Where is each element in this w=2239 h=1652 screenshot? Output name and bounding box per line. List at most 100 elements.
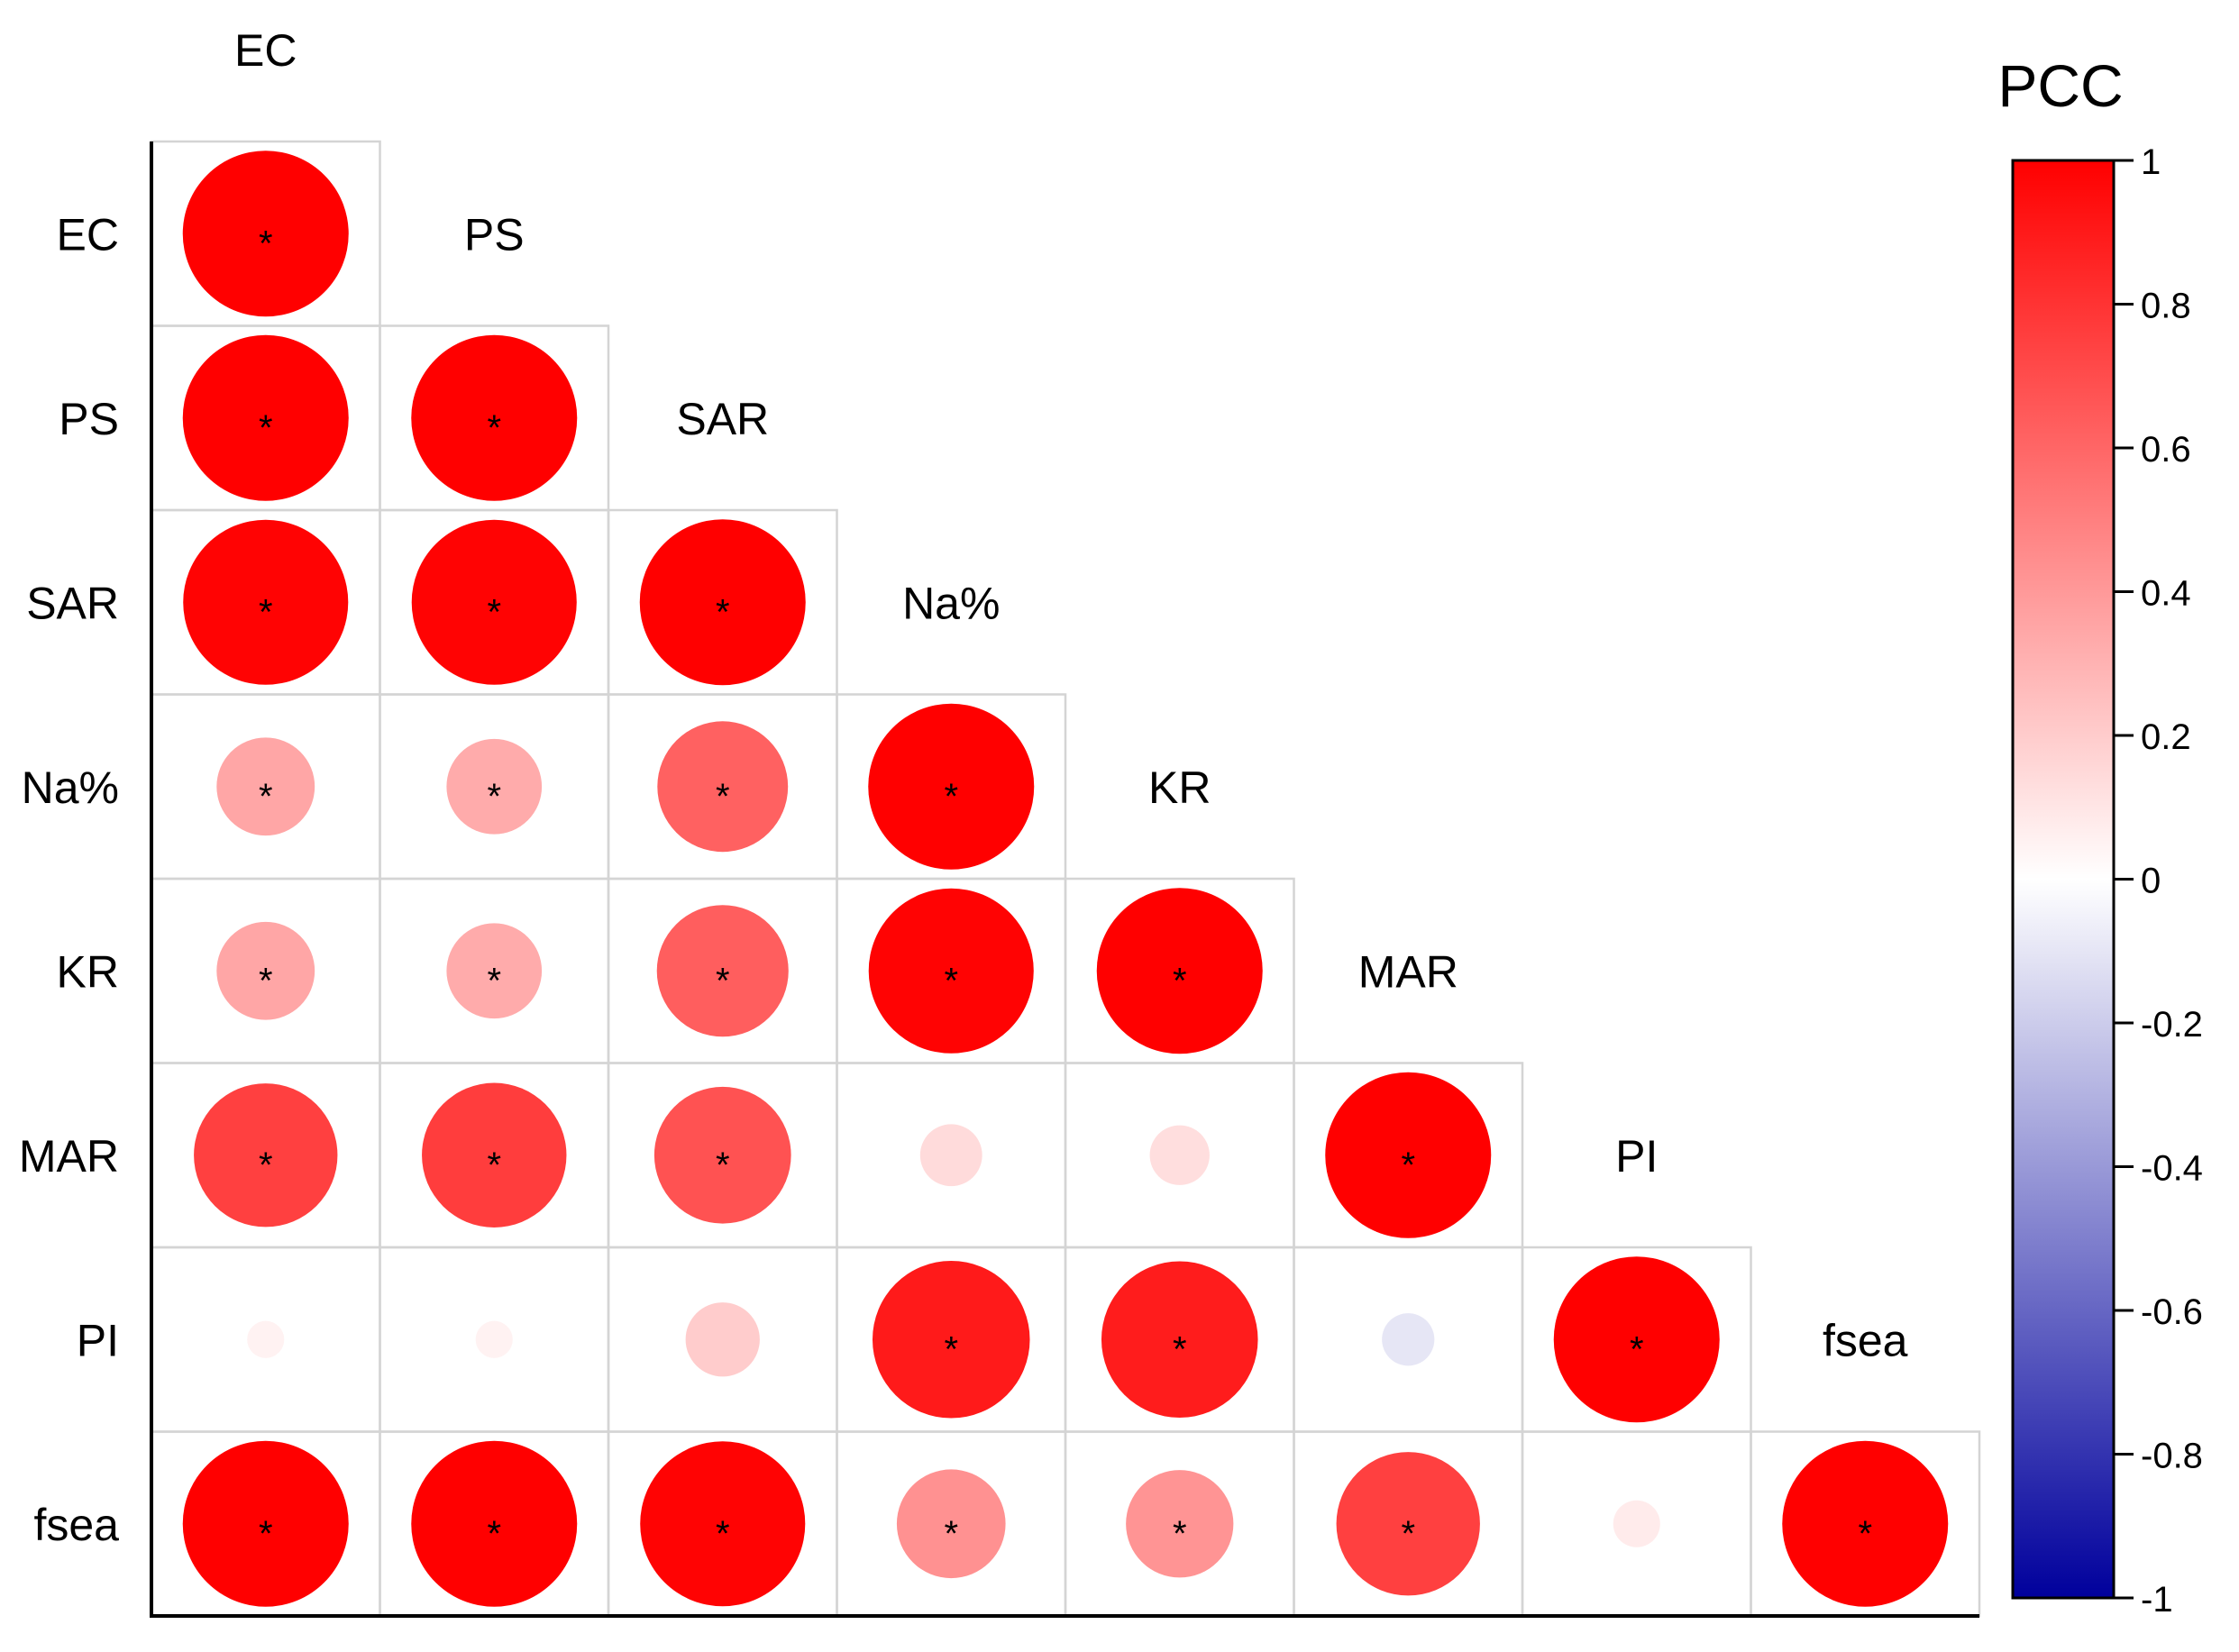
row-label-MAR: MAR [19, 1131, 119, 1182]
column-label-MAR: MAR [1358, 946, 1458, 997]
significance-marker: * [944, 1329, 958, 1369]
corr-circle-PI-KR [1101, 1261, 1258, 1419]
label-layer: EC EC PS PS SAR SAR Na% Na% KR KR MAR MAR PI PI fsea fs… [19, 25, 1908, 1550]
significance-marker: * [1173, 1329, 1187, 1369]
column-label-SAR: SAR [676, 394, 769, 444]
significance-marker: * [1173, 1514, 1187, 1554]
colorbar-tick-label: 0.4 [2141, 574, 2191, 614]
significance-marker: * [259, 224, 273, 263]
corr-circle-MAR-MAR [1325, 1072, 1492, 1238]
colorbar-tick-label: 1 [2141, 142, 2161, 182]
colorbar-tick-label: 0.6 [2141, 430, 2191, 470]
corr-circle-SAR-PS [411, 519, 577, 685]
colorbar-tick-label: -0.4 [2141, 1149, 2203, 1189]
corr-circle-PI-EC [247, 1320, 285, 1358]
colorbar-tick-label: 0.8 [2141, 287, 2191, 326]
significance-marker: * [1858, 1514, 1872, 1554]
significance-marker: * [1173, 961, 1187, 1000]
corr-circle-KR-EC [216, 921, 315, 1020]
row-label-PI: PI [77, 1315, 119, 1365]
significance-marker: * [487, 592, 501, 632]
corr-circle-Na%-PS [446, 738, 543, 835]
corr-circle-PI-SAR [685, 1302, 760, 1377]
colorbar-tick-label: -0.2 [2141, 1005, 2203, 1045]
corr-circle-fsea-fsea [1782, 1440, 1949, 1607]
column-label-KR: KR [1148, 762, 1211, 813]
corr-circle-EC-EC [182, 151, 349, 317]
corr-circle-fsea-SAR [640, 1441, 806, 1607]
corr-circle-MAR-Na% [919, 1124, 982, 1187]
significance-marker: * [716, 777, 730, 817]
significance-marker: * [487, 408, 501, 448]
row-label-SAR: SAR [26, 578, 119, 628]
significance-marker: * [944, 1514, 958, 1554]
row-label-fsea: fsea [33, 1500, 119, 1550]
significance-marker: * [944, 961, 958, 1000]
corr-circle-KR-SAR [656, 905, 789, 1037]
colorbar-tick-label: 0.2 [2141, 717, 2191, 757]
row-label-KR: KR [57, 946, 119, 997]
column-label-PI: PI [1615, 1131, 1658, 1182]
corr-circle-fsea-PI [1613, 1500, 1660, 1547]
circle-layer: * * * * * * * * * * * * * * * * * * * * * * * * * * * * * [182, 151, 1949, 1607]
significance-marker: * [1401, 1145, 1415, 1185]
corr-circle-PI-PI [1553, 1256, 1720, 1423]
corr-circle-SAR-SAR [639, 519, 806, 686]
significance-marker: * [716, 1514, 730, 1554]
significance-marker: * [259, 1514, 273, 1554]
row-label-PS: PS [59, 394, 119, 444]
corr-circle-PI-PS [475, 1320, 513, 1358]
corr-circle-MAR-KR [1149, 1125, 1210, 1185]
corr-circle-fsea-MAR [1336, 1452, 1480, 1596]
corr-circle-fsea-Na% [896, 1469, 1006, 1579]
corr-circle-Na%-Na% [868, 703, 1035, 870]
significance-marker: * [1630, 1329, 1644, 1369]
corr-circle-Na%-SAR [657, 721, 789, 853]
colorbar-title: PCC [1997, 52, 2123, 119]
significance-marker: * [716, 1145, 730, 1185]
corr-circle-PI-MAR [1382, 1313, 1435, 1366]
corr-circle-PI-Na% [872, 1260, 1030, 1419]
corr-circle-Na%-EC [216, 737, 315, 836]
significance-marker: * [487, 1145, 501, 1185]
significance-marker: * [259, 777, 273, 817]
significance-marker: * [259, 408, 273, 448]
colorbar-tick-label: 0 [2141, 862, 2161, 901]
row-label-EC: EC [57, 209, 119, 260]
significance-marker: * [487, 961, 501, 1000]
corr-circle-KR-Na% [868, 888, 1034, 1054]
corr-circle-MAR-SAR [653, 1086, 791, 1224]
significance-marker: * [487, 777, 501, 817]
column-label-fsea: fsea [1823, 1315, 1908, 1365]
corr-circle-MAR-PS [422, 1082, 567, 1228]
colorbar-tick-label: -0.8 [2141, 1437, 2203, 1476]
significance-marker: * [1401, 1514, 1415, 1554]
colorbar-tick-label: -1 [2141, 1580, 2173, 1620]
corr-circle-PS-EC [182, 334, 349, 501]
corr-circle-KR-PS [446, 923, 543, 1019]
axis-layer [150, 141, 1979, 1618]
significance-marker: * [716, 961, 730, 1000]
significance-marker: * [716, 592, 730, 632]
grid-layer [150, 140, 1981, 1618]
colorbar: PCC 1 0.8 0.6 0.4 0.2 0 -0.2 -0.4 -0.6 -0.8 -1 [1997, 52, 2203, 1620]
colorbar-tick-label: -0.6 [2141, 1292, 2203, 1332]
corr-circle-fsea-EC [182, 1440, 349, 1607]
significance-marker: * [259, 592, 273, 632]
significance-marker: * [259, 1145, 273, 1185]
corr-circle-MAR-EC [194, 1083, 338, 1228]
row-label-Na%: Na% [22, 762, 119, 813]
corr-circle-SAR-EC [183, 519, 349, 685]
colorbar-bar [2011, 159, 2116, 1600]
column-label-EC: EC [234, 25, 297, 76]
column-label-PS: PS [464, 209, 525, 260]
significance-marker: * [487, 1514, 501, 1554]
significance-marker: * [259, 961, 273, 1000]
corr-circle-PS-PS [411, 334, 578, 501]
corr-circle-fsea-KR [1126, 1470, 1234, 1578]
significance-marker: * [944, 777, 958, 817]
corr-circle-fsea-PS [411, 1440, 578, 1607]
corr-circle-KR-KR [1096, 888, 1263, 1054]
column-label-Na%: Na% [902, 578, 1000, 628]
